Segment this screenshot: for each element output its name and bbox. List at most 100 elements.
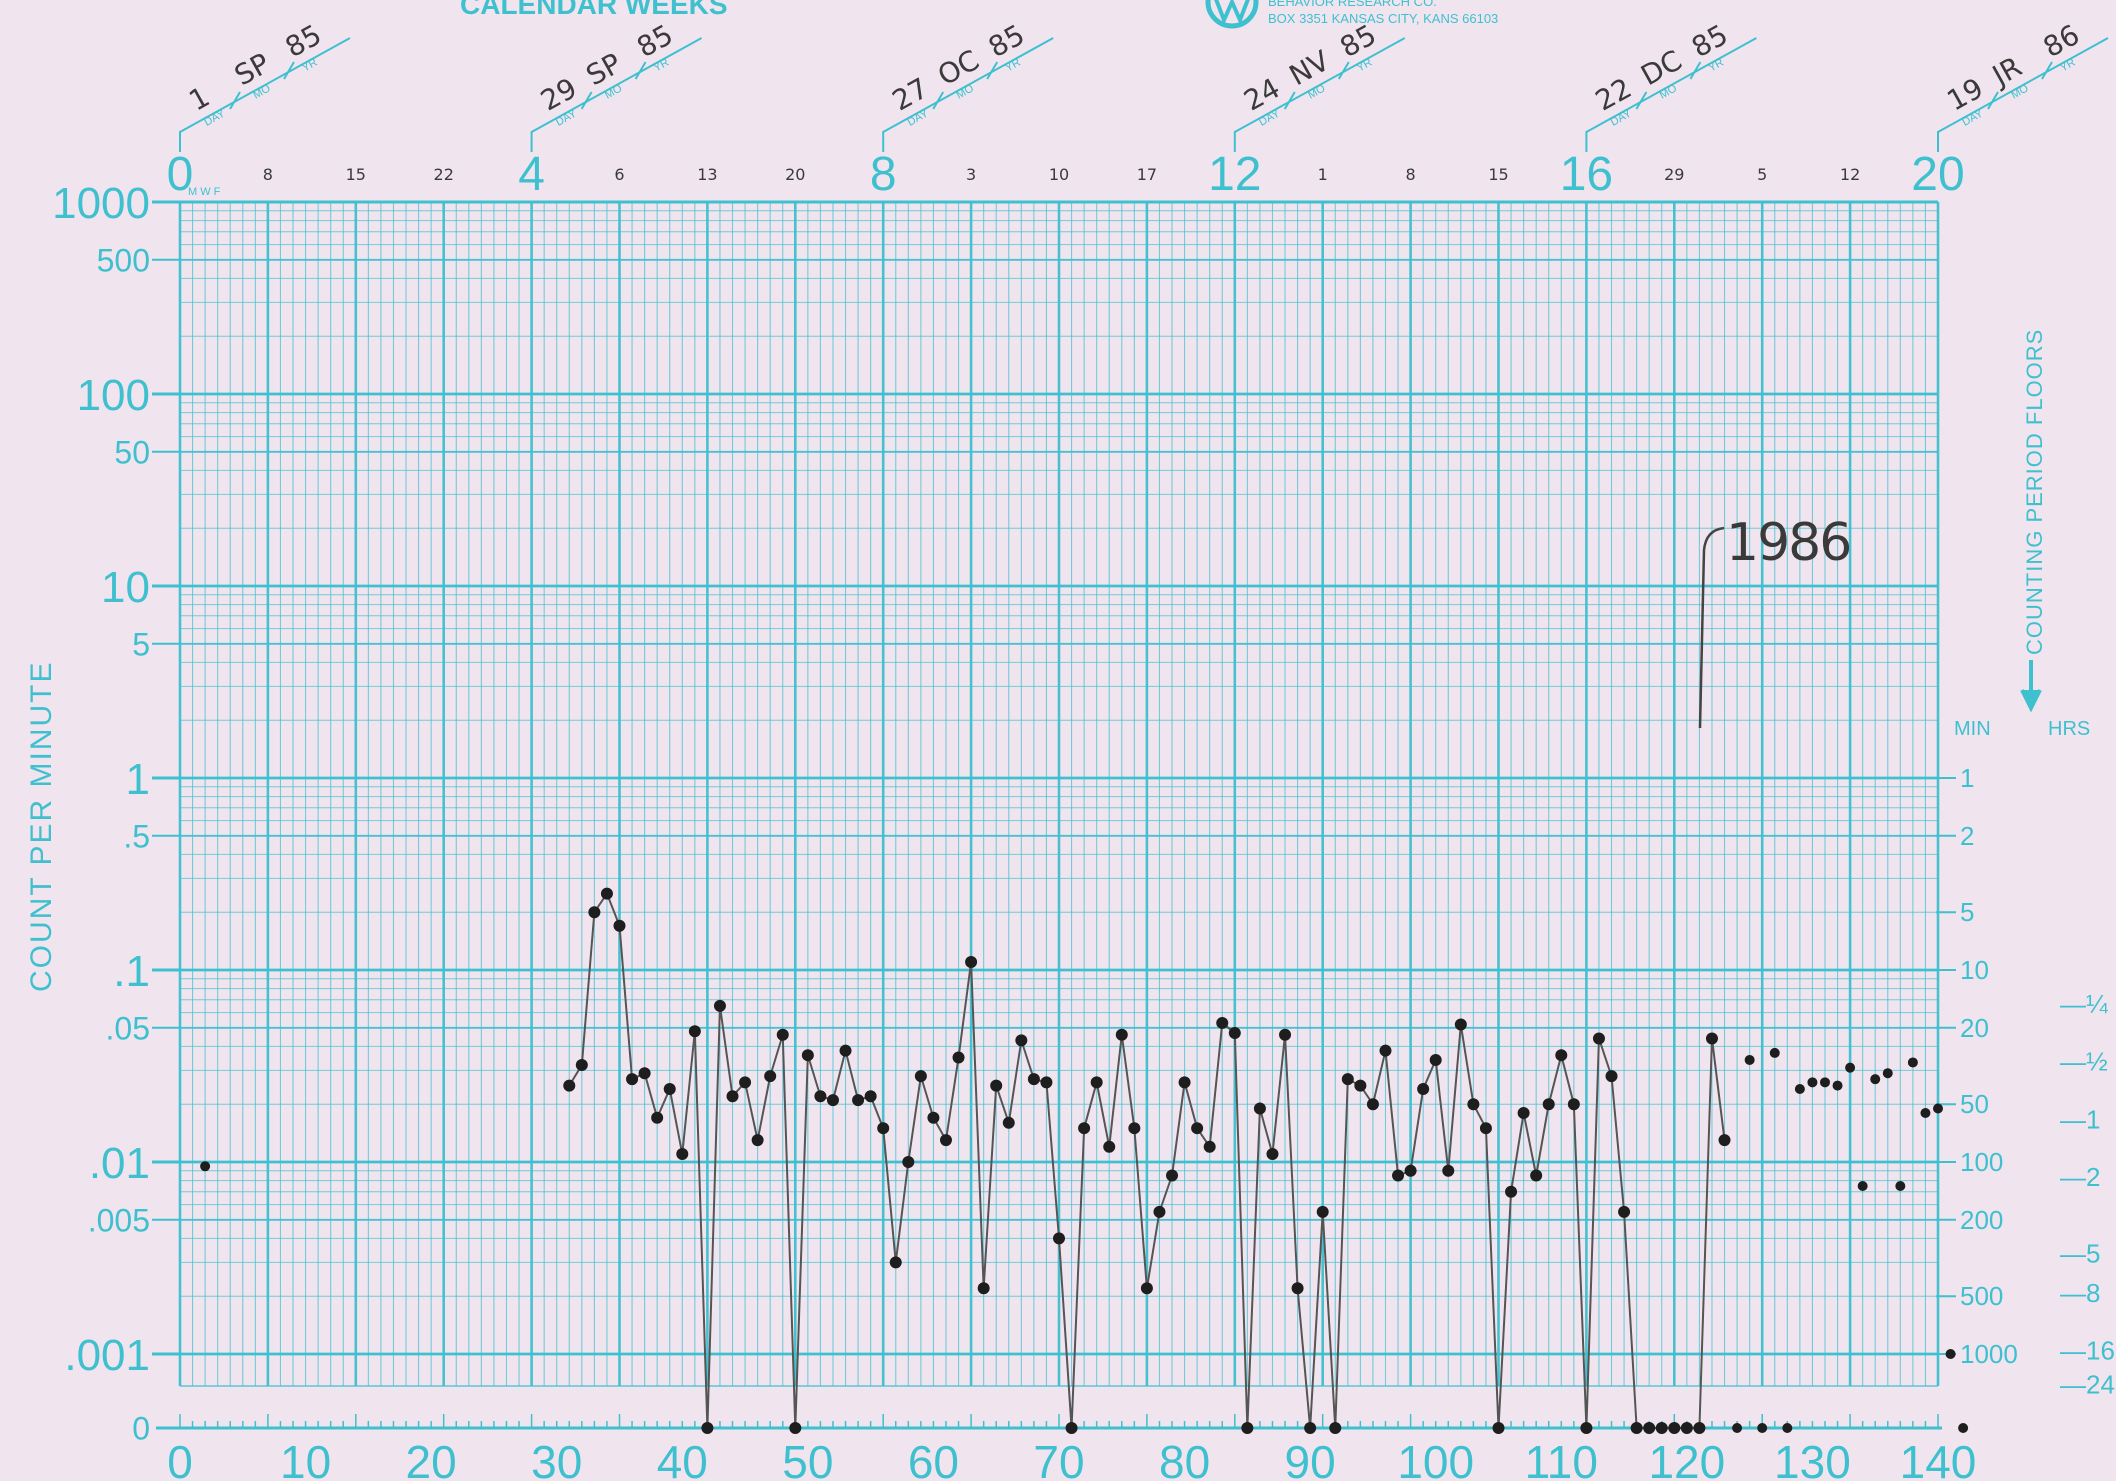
- calendar-weeks-header: 0 4 8 12 16 20M W F8 15 22 6 13 20 3 10 17 1 8 15 29 5 121S…: [167, 18, 2109, 201]
- data-point: [1203, 1140, 1216, 1153]
- right-hrs-tick-label: —16: [2060, 1336, 2115, 1366]
- data-point: [651, 1111, 664, 1124]
- mwf-label: M W F: [188, 186, 221, 198]
- x-tick-label: 40: [657, 1436, 708, 1481]
- right-hrs-tick-label: —5: [2060, 1239, 2100, 1269]
- week-number: 16: [1560, 148, 1613, 201]
- data-point: [1153, 1205, 1166, 1218]
- data-point: [713, 999, 726, 1012]
- data-point: [1128, 1122, 1141, 1135]
- annotation-1986-text: 1986: [1726, 513, 1850, 573]
- data-point: [1505, 1185, 1518, 1198]
- x-tick-label: 50: [782, 1436, 833, 1481]
- calendar-small-date: 15: [1488, 165, 1508, 184]
- data-point: [1668, 1422, 1681, 1434]
- calendar-year: 85: [1686, 18, 1733, 64]
- calendar-day: 29: [535, 71, 582, 117]
- data-point: [914, 1070, 927, 1083]
- data-point: [1794, 1083, 1805, 1094]
- data-point: [1266, 1148, 1279, 1161]
- x-axis: 0 10 20 30 40 50 60 70 80 90 100 110 120 130 140: [167, 1436, 1976, 1481]
- data-point: [1090, 1076, 1103, 1089]
- annotation-1986: 1986: [1698, 513, 1852, 729]
- x-tick-label: 30: [531, 1436, 582, 1481]
- x-tick-label: 10: [280, 1436, 331, 1481]
- data-point: [1304, 1422, 1317, 1434]
- data-point: [977, 1282, 990, 1295]
- calendar-small-date: 1: [1318, 165, 1328, 184]
- data-point: [726, 1090, 739, 1103]
- data-point: [927, 1111, 940, 1124]
- chart-grid: [178, 200, 1940, 1387]
- calendar-month: OC: [932, 43, 984, 92]
- data-point: [789, 1422, 802, 1434]
- calendar-bracket: [1233, 37, 1406, 152]
- data-point: [1178, 1076, 1191, 1089]
- x-tick-label: 120: [1648, 1436, 1725, 1481]
- data-point: [1379, 1044, 1392, 1057]
- calendar-bracket: [1585, 37, 1757, 152]
- data-point: [1329, 1422, 1342, 1434]
- x-tick-label: 130: [1774, 1436, 1851, 1481]
- data-point: [826, 1094, 839, 1107]
- data-point: [1882, 1068, 1893, 1079]
- data-point: [1291, 1282, 1304, 1295]
- calendar-small-date: 8: [1406, 165, 1416, 184]
- data-point: [965, 956, 978, 969]
- data-point: [1592, 1032, 1605, 1045]
- data-point: [776, 1028, 789, 1041]
- data-point: [1140, 1282, 1153, 1295]
- data-point: [1933, 1103, 1943, 1114]
- data-point: [1002, 1116, 1015, 1129]
- calendar-separator: [1635, 91, 1648, 110]
- data-point: [1191, 1122, 1204, 1135]
- calendar-separator: [229, 91, 241, 110]
- data-point: [1354, 1079, 1367, 1092]
- data-point: [739, 1076, 752, 1089]
- publisher-address: BOX 3351 KANSAS CITY, KANS 66103: [1268, 11, 1498, 26]
- x-tick-label: 110: [1525, 1436, 1598, 1481]
- data-point: [588, 906, 601, 919]
- y-tick-label: .01: [89, 1139, 150, 1188]
- data-point: [600, 887, 613, 900]
- data-point: [1053, 1232, 1065, 1245]
- data-point: [1857, 1180, 1868, 1191]
- data-point: [1819, 1077, 1830, 1088]
- data-point: [1040, 1076, 1053, 1089]
- data-point: [1492, 1422, 1505, 1434]
- x-tick-label: 100: [1397, 1436, 1474, 1481]
- right-min-tick-label: 2: [1960, 821, 1974, 851]
- data-point: [1417, 1082, 1430, 1095]
- data-point: [1580, 1422, 1593, 1434]
- data-point: [1241, 1422, 1254, 1434]
- data-point: [1832, 1080, 1843, 1091]
- calendar-bracket: [882, 37, 1054, 152]
- hrs-label: HRS: [2048, 718, 2090, 740]
- data-point: [1655, 1422, 1668, 1434]
- down-arrow-icon: [2020, 660, 2042, 713]
- week-number: 20: [1911, 148, 1964, 201]
- data-point: [952, 1051, 965, 1064]
- right-hrs-tick-label: —2: [2060, 1162, 2100, 1192]
- data-point: [701, 1422, 714, 1434]
- data-point: [200, 1161, 211, 1172]
- data-point: [1920, 1107, 1931, 1118]
- data-point: [1757, 1423, 1768, 1433]
- min-label: MIN: [1954, 718, 1991, 740]
- data-point: [1907, 1057, 1918, 1068]
- calendar-separator: [634, 61, 647, 80]
- right-hrs-tick-label: —¼: [2060, 989, 2108, 1019]
- y-tick-label: 1: [126, 755, 150, 804]
- data-point: [663, 1082, 676, 1095]
- data-point: [1065, 1422, 1078, 1434]
- calendar-separator: [580, 91, 593, 110]
- calendar-separator: [932, 91, 945, 110]
- publisher-name: BEHAVIOR RESEARCH CO.: [1268, 0, 1437, 9]
- data-point: [1732, 1423, 1743, 1433]
